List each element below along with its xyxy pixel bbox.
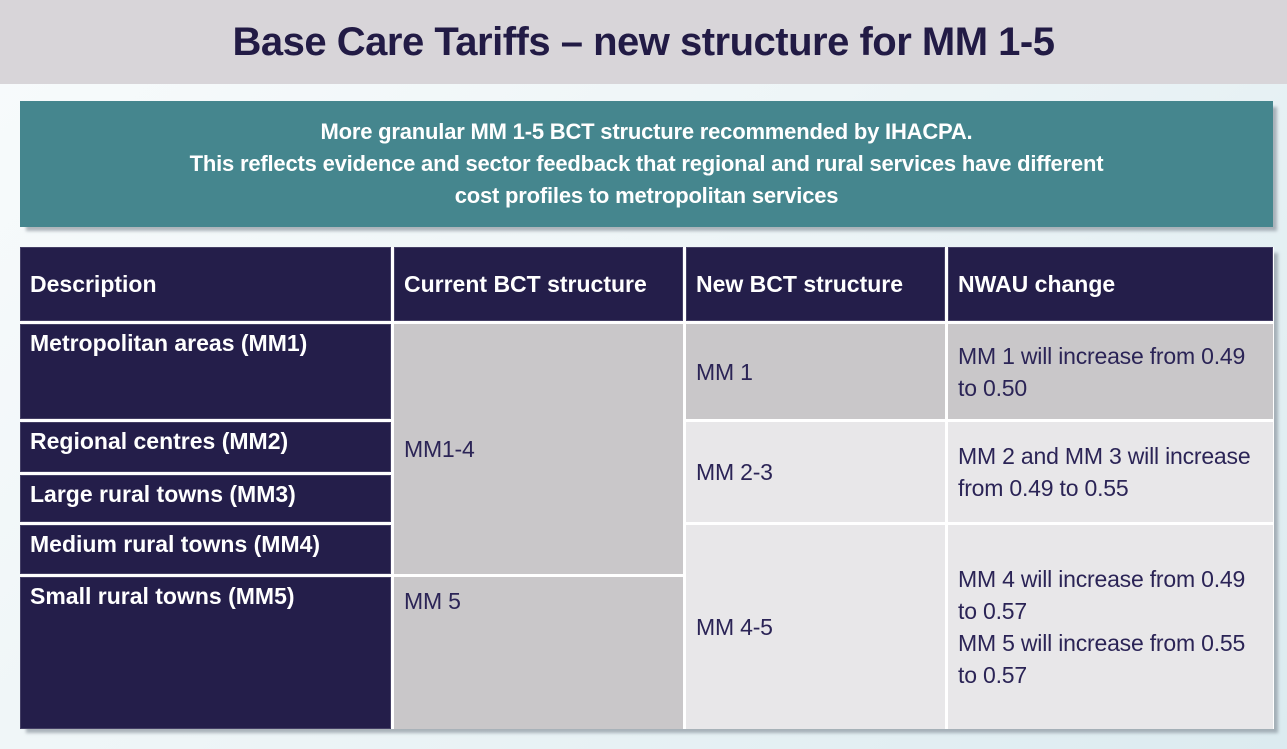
new-structure-cell-mm2-3: MM 2-3 [686, 422, 945, 522]
description-cell-mm3: Large rural towns (MM3) [20, 475, 391, 522]
description-cell-mm4: Medium rural towns (MM4) [20, 525, 391, 574]
current-structure-cell-mm1-4: MM1-4 [394, 324, 683, 574]
column-header-description: Description [20, 247, 391, 321]
nwau-change-text: MM 2 and MM 3 will increase from 0.49 to… [958, 443, 1251, 501]
column-header-new-bct: New BCT structure [686, 247, 945, 321]
current-structure-cell-mm5: MM 5 [394, 577, 683, 729]
slide-title: Base Care Tariffs – new structure for MM… [232, 19, 1055, 64]
nwau-change-cell-mm2-3: MM 2 and MM 3 will increase from 0.49 to… [948, 422, 1273, 522]
callout-line: More granular MM 1-5 BCT structure recom… [320, 119, 973, 144]
new-structure-cell-mm1: MM 1 [686, 324, 945, 419]
nwau-change-text: MM 5 will increase from 0.55 to 0.57 [958, 630, 1246, 688]
nwau-change-text: MM 4 will increase from 0.49 to 0.57 [958, 566, 1246, 624]
description-cell-mm5: Small rural towns (MM5) [20, 577, 391, 729]
callout-line: This reflects evidence and sector feedba… [189, 151, 1104, 176]
recommendation-callout: More granular MM 1-5 BCT structure recom… [20, 101, 1273, 227]
nwau-change-text: MM 1 will increase from 0.49 to 0.50 [958, 342, 1246, 401]
column-header-nwau-change: NWAU change [948, 247, 1273, 321]
new-structure-cell-mm4-5: MM 4-5 [686, 525, 945, 729]
callout-line: cost profiles to metropolitan services [454, 183, 839, 208]
bct-structure-table: Description Current BCT structure New BC… [20, 247, 1274, 729]
nwau-change-cell-mm4-5: MM 4 will increase from 0.49 to 0.57 MM … [948, 525, 1273, 729]
nwau-change-cell-mm1: MM 1 will increase from 0.49 to 0.50 [948, 324, 1273, 419]
description-cell-mm1: Metropolitan areas (MM1) [20, 324, 391, 419]
title-banner: Base Care Tariffs – new structure for MM… [0, 0, 1287, 84]
description-cell-mm2: Regional centres (MM2) [20, 422, 391, 472]
column-header-current-bct: Current BCT structure [394, 247, 683, 321]
